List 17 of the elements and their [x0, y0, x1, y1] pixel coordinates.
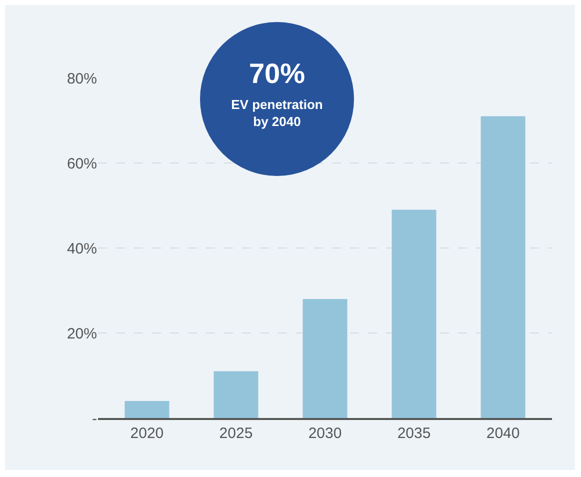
- x-tick-label: 2030: [308, 425, 342, 442]
- bar: [214, 371, 258, 418]
- x-tick-label: 2025: [219, 425, 253, 442]
- y-tick-label: 40%: [66, 240, 97, 258]
- y-tick-label: 20%: [66, 325, 97, 342]
- bar: [124, 401, 170, 418]
- bar: [302, 299, 348, 418]
- y-tick-label: 60%: [66, 155, 97, 172]
- bar: [392, 210, 436, 418]
- annotation: 70%: [248, 58, 306, 90]
- annotation: EV penetration by 2040: [230, 96, 324, 130]
- bar: [480, 116, 526, 418]
- y-tick-label: 80%: [66, 70, 97, 88]
- y-tick-label: -: [92, 410, 97, 428]
- x-tick-label: 2040: [486, 425, 520, 442]
- x-tick-label: 2020: [130, 425, 164, 442]
- x-tick-label: 2035: [397, 425, 431, 442]
